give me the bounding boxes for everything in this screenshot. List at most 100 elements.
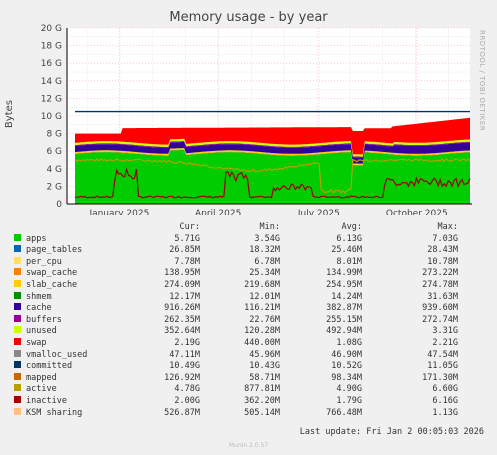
legend-label: slab_cache [26, 279, 78, 290]
legend-swatch [14, 291, 21, 299]
legend-value-cur: 274.09M [164, 279, 200, 290]
legend-table: Cur: Min: Avg: Max: apps 5.71G 3.54G 6.13G 7… [14, 222, 458, 419]
legend-label: cache [26, 303, 52, 314]
legend-label: page_tables [26, 245, 83, 256]
last-update: Last update: Fri Jan 2 00:05:03 2026 [299, 427, 484, 437]
cache-area [75, 141, 470, 164]
legend-series-name: active [14, 384, 142, 396]
y-tick-label: 4 G [46, 165, 62, 175]
legend-value-cur: 526.87M [164, 407, 200, 418]
y-tick-labels: 0 2 G 4 G 6 G 8 G 10 G 12 G 14 G 16 G 18 G 20 G [41, 24, 63, 210]
legend-value-min: 505.14M [244, 407, 280, 418]
header-max: Max: [437, 222, 458, 232]
legend-value-cur: 12.17M [169, 291, 200, 302]
legend-series-name: cache [14, 303, 142, 315]
legend-label: unused [26, 326, 57, 337]
x-tick-label: October 2025 [386, 209, 448, 215]
legend-value-cur: 5.71G [174, 233, 200, 244]
legend-value-avg: 1.79G [336, 395, 362, 406]
legend-value-max: 28.43M [427, 245, 458, 256]
legend-row: swap 2.19G 440.00M 1.08G 2.21G [14, 337, 458, 350]
x-tick-label: July 2025 [297, 209, 340, 215]
legend-row: per_cpu 7.78M 6.78M 8.01M 10.78M [14, 256, 458, 269]
legend-swatch [14, 279, 21, 287]
legend-value-max: 47.54M [427, 349, 458, 360]
legend-value-min: 25.34M [249, 268, 280, 279]
legend-series-name: shmem [14, 291, 142, 304]
legend-series-name: KSM sharing [14, 407, 142, 420]
y-tick-label: 14 G [41, 77, 62, 87]
legend-series-name: vmalloc_used [14, 349, 142, 362]
x-tick-labels: January 2025 April 2025 July 2025 October 2… [88, 209, 447, 215]
legend-value-cur: 2.00G [174, 395, 200, 406]
legend-row: KSM sharing 526.87M 505.14M 766.48M 1.13G [14, 407, 458, 420]
legend-swatch [14, 384, 21, 392]
legend-value-cur: 4.78G [174, 384, 200, 395]
legend-value-cur: 2.19G [174, 337, 200, 348]
x-tick-label: January 2025 [88, 209, 149, 215]
legend-label: active [26, 384, 57, 395]
legend-label: shmem [26, 291, 52, 302]
legend-series-name: mapped [14, 372, 142, 385]
legend-value-min: 22.76M [249, 314, 280, 325]
legend-value-min: 18.32M [249, 245, 280, 256]
legend-label: per_cpu [26, 256, 62, 267]
y-tick-label: 16 G [41, 59, 62, 69]
legend-row: vmalloc_used 47.11M 45.96M 46.90M 47.54M [14, 349, 458, 362]
legend-row: cache 916.26M 116.21M 382.87M 939.60M [14, 303, 458, 315]
legend-series-name: inactive [14, 395, 142, 408]
y-tick-label: 6 G [46, 147, 62, 157]
legend-value-avg: 382.87M [326, 303, 362, 314]
swap-area [75, 117, 470, 155]
legend-value-cur: 352.64M [164, 326, 200, 337]
legend-value-min: 440.00M [244, 337, 280, 348]
legend-value-min: 219.68M [244, 279, 280, 290]
legend-value-max: 171.30M [422, 372, 458, 383]
legend-row: swap_cache 138.95M 25.34M 134.99M 273.22M [14, 268, 458, 280]
legend-value-min: 116.21M [244, 303, 280, 314]
legend-value-avg: 1.08G [336, 337, 362, 348]
legend-value-max: 273.22M [422, 268, 458, 279]
legend-row: slab_cache 274.09M 219.68M 254.95M 274.78M [14, 279, 458, 292]
y-tick-label: 8 G [46, 130, 62, 140]
munin-version: Munin 2.0.57 [228, 442, 269, 449]
legend-label: swap [26, 337, 47, 348]
legend-value-avg: 46.90M [331, 349, 362, 360]
apps-area [75, 149, 470, 204]
legend-series-name: apps [14, 233, 142, 246]
legend-value-cur: 916.26M [164, 303, 200, 314]
legend-value-max: 7.03G [432, 233, 458, 244]
legend-series-name: swap_cache [14, 268, 142, 280]
inactive-line [74, 167, 471, 199]
legend-series-name: per_cpu [14, 256, 142, 269]
y-tick-label: 0 [56, 200, 62, 210]
legend-value-max: 31.63M [427, 291, 458, 302]
legend-value-min: 6.78M [254, 256, 280, 267]
legend-row: buffers 262.35M 22.76M 255.15M 272.74M [14, 314, 458, 327]
header-avg: Avg: [341, 222, 362, 232]
legend-value-max: 3.31G [432, 326, 458, 337]
legend-value-cur: 126.92M [164, 372, 200, 383]
legend-value-max: 272.74M [422, 314, 458, 325]
legend-label: committed [26, 361, 73, 372]
y-tick-label: 18 G [41, 42, 62, 52]
legend-swatch [14, 303, 21, 311]
legend-label: inactive [26, 395, 67, 406]
legend-swatch [14, 314, 21, 322]
legend-series-name: committed [14, 361, 142, 373]
legend-swatch [14, 337, 21, 345]
legend-label: apps [26, 233, 47, 244]
legend-value-min: 120.28M [244, 326, 280, 337]
legend-swatch [14, 245, 21, 253]
legend-value-cur: 10.49G [169, 361, 200, 372]
series-lines [74, 110, 471, 202]
legend-value-max: 6.60G [432, 384, 458, 395]
legend-value-avg: 10.52G [331, 361, 362, 372]
x-tick-label: April 2025 [195, 209, 241, 215]
y-tick-label: 20 G [41, 24, 62, 34]
legend-series-name: slab_cache [14, 279, 142, 292]
header-min: Min: [259, 222, 280, 232]
legend-value-avg: 492.94M [326, 326, 362, 337]
legend-label: KSM sharing [26, 407, 83, 418]
legend-value-cur: 47.11M [169, 349, 200, 360]
